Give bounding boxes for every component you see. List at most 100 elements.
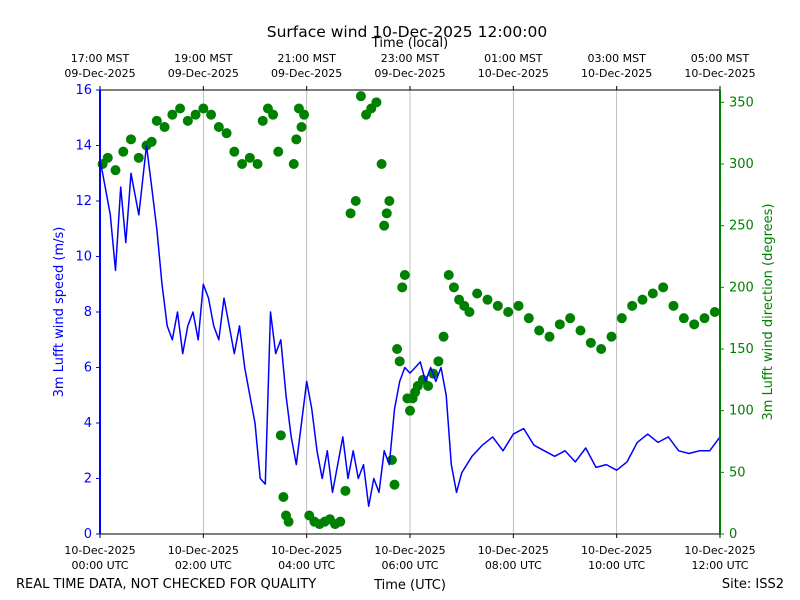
top-axis-label: Time (local) bbox=[371, 36, 448, 51]
direction-point bbox=[606, 331, 617, 342]
right-tick-label: 150 bbox=[729, 342, 754, 357]
top-tick-label: 10-Dec-2025 bbox=[684, 67, 755, 80]
left-axis-ticks: 0 2 4 6 8 10 12 14 16 bbox=[75, 83, 100, 542]
x-tick-label: 06:00 UTC bbox=[381, 559, 438, 572]
direction-point bbox=[237, 159, 248, 169]
x-tick-label: 10-Dec-2025 bbox=[271, 544, 342, 557]
direction-point bbox=[689, 319, 700, 330]
direction-point bbox=[379, 220, 390, 231]
direction-point bbox=[275, 430, 286, 441]
x-axis-label: Time (UTC) bbox=[373, 578, 446, 593]
direction-point bbox=[291, 134, 302, 145]
direction-point bbox=[257, 115, 268, 126]
direction-point bbox=[699, 313, 710, 324]
direction-point bbox=[229, 146, 240, 157]
right-tick-label: 350 bbox=[729, 95, 754, 110]
direction-point bbox=[399, 270, 410, 280]
top-tick-label: 10-Dec-2025 bbox=[581, 67, 652, 80]
direction-point bbox=[283, 516, 294, 527]
direction-point bbox=[668, 300, 679, 311]
direction-point bbox=[464, 307, 475, 317]
direction-point bbox=[384, 196, 395, 206]
bottom-axis-ticks: 10-Dec-2025 00:00 UTC 10-Dec-2025 02:00 UTC… bbox=[64, 534, 756, 572]
direction-point bbox=[252, 159, 263, 169]
left-tick-label: 10 bbox=[75, 250, 92, 265]
left-tick-label: 6 bbox=[84, 361, 92, 376]
x-tick-label: 08:00 UTC bbox=[485, 559, 542, 572]
direction-point bbox=[637, 294, 648, 305]
left-tick-label: 16 bbox=[75, 83, 92, 98]
x-tick-label: 00:00 UTC bbox=[71, 559, 128, 572]
direction-point bbox=[198, 103, 209, 114]
left-tick-label: 4 bbox=[84, 416, 92, 431]
wind-speed-line bbox=[99, 144, 721, 508]
direction-point bbox=[268, 109, 279, 120]
direction-point bbox=[523, 313, 534, 324]
direction-point bbox=[296, 122, 307, 132]
grid-lines bbox=[202, 90, 618, 534]
left-tick-label: 2 bbox=[84, 472, 92, 487]
right-tick-label: 0 bbox=[729, 527, 737, 542]
direction-point bbox=[299, 109, 310, 120]
direction-point bbox=[335, 516, 346, 527]
direction-point bbox=[118, 146, 129, 157]
x-tick-label: 02:00 UTC bbox=[175, 559, 232, 572]
x-tick-label: 12:00 UTC bbox=[691, 559, 748, 572]
direction-point bbox=[213, 122, 224, 132]
direction-point bbox=[472, 288, 483, 299]
direction-point bbox=[159, 122, 170, 132]
direction-point bbox=[175, 103, 186, 114]
direction-point bbox=[278, 492, 289, 502]
direction-point bbox=[151, 115, 162, 126]
direction-point bbox=[392, 344, 403, 354]
direction-point bbox=[554, 319, 565, 330]
wind-direction-series bbox=[97, 91, 720, 530]
direction-point bbox=[534, 325, 545, 336]
direction-point bbox=[244, 152, 255, 163]
direction-point bbox=[110, 165, 121, 176]
direction-point bbox=[482, 294, 493, 305]
right-axis-label: 3m Lufft wind direction (degrees) bbox=[761, 204, 776, 421]
right-tick-label: 50 bbox=[729, 465, 746, 480]
top-tick-label: 09-Dec-2025 bbox=[168, 67, 239, 80]
top-tick-label: 17:00 MST bbox=[71, 52, 130, 65]
direction-point bbox=[423, 381, 434, 391]
quality-warning: REAL TIME DATA, NOT CHECKED FOR QUALITY bbox=[16, 577, 316, 592]
top-tick-label: 09-Dec-2025 bbox=[374, 67, 445, 80]
direction-point bbox=[709, 307, 720, 317]
direction-point bbox=[492, 300, 503, 311]
direction-point bbox=[448, 282, 459, 293]
top-tick-label: 10-Dec-2025 bbox=[478, 67, 549, 80]
right-axis-ticks: 0 50 100 150 200 250 300 350 bbox=[720, 95, 754, 542]
left-tick-label: 8 bbox=[84, 305, 92, 320]
top-axis-ticks: 17:00 MST 09-Dec-2025 19:00 MST 09-Dec-2025… bbox=[64, 52, 756, 90]
top-tick-label: 21:00 MST bbox=[277, 52, 336, 65]
top-tick-label: 09-Dec-2025 bbox=[271, 67, 342, 80]
left-tick-label: 14 bbox=[75, 139, 92, 154]
direction-point bbox=[678, 313, 689, 324]
direction-point bbox=[221, 128, 232, 139]
direction-point bbox=[345, 208, 356, 219]
direction-point bbox=[350, 196, 361, 206]
direction-point bbox=[405, 405, 415, 416]
direction-point bbox=[627, 300, 638, 311]
direction-point bbox=[565, 313, 576, 324]
direction-point bbox=[544, 331, 555, 342]
direction-point bbox=[340, 485, 351, 496]
direction-point bbox=[133, 152, 144, 163]
right-tick-label: 250 bbox=[729, 219, 754, 234]
top-tick-label: 05:00 MST bbox=[691, 52, 750, 65]
direction-point bbox=[126, 134, 136, 145]
x-tick-label: 04:00 UTC bbox=[278, 559, 335, 572]
direction-point bbox=[288, 159, 299, 169]
left-tick-label: 12 bbox=[75, 194, 92, 209]
top-tick-label: 09-Dec-2025 bbox=[64, 67, 135, 80]
right-tick-label: 300 bbox=[729, 157, 754, 172]
direction-point bbox=[381, 208, 392, 219]
direction-point bbox=[397, 282, 408, 293]
top-tick-label: 23:00 MST bbox=[381, 52, 440, 65]
direction-point bbox=[167, 109, 178, 120]
x-tick-label: 10-Dec-2025 bbox=[168, 544, 239, 557]
